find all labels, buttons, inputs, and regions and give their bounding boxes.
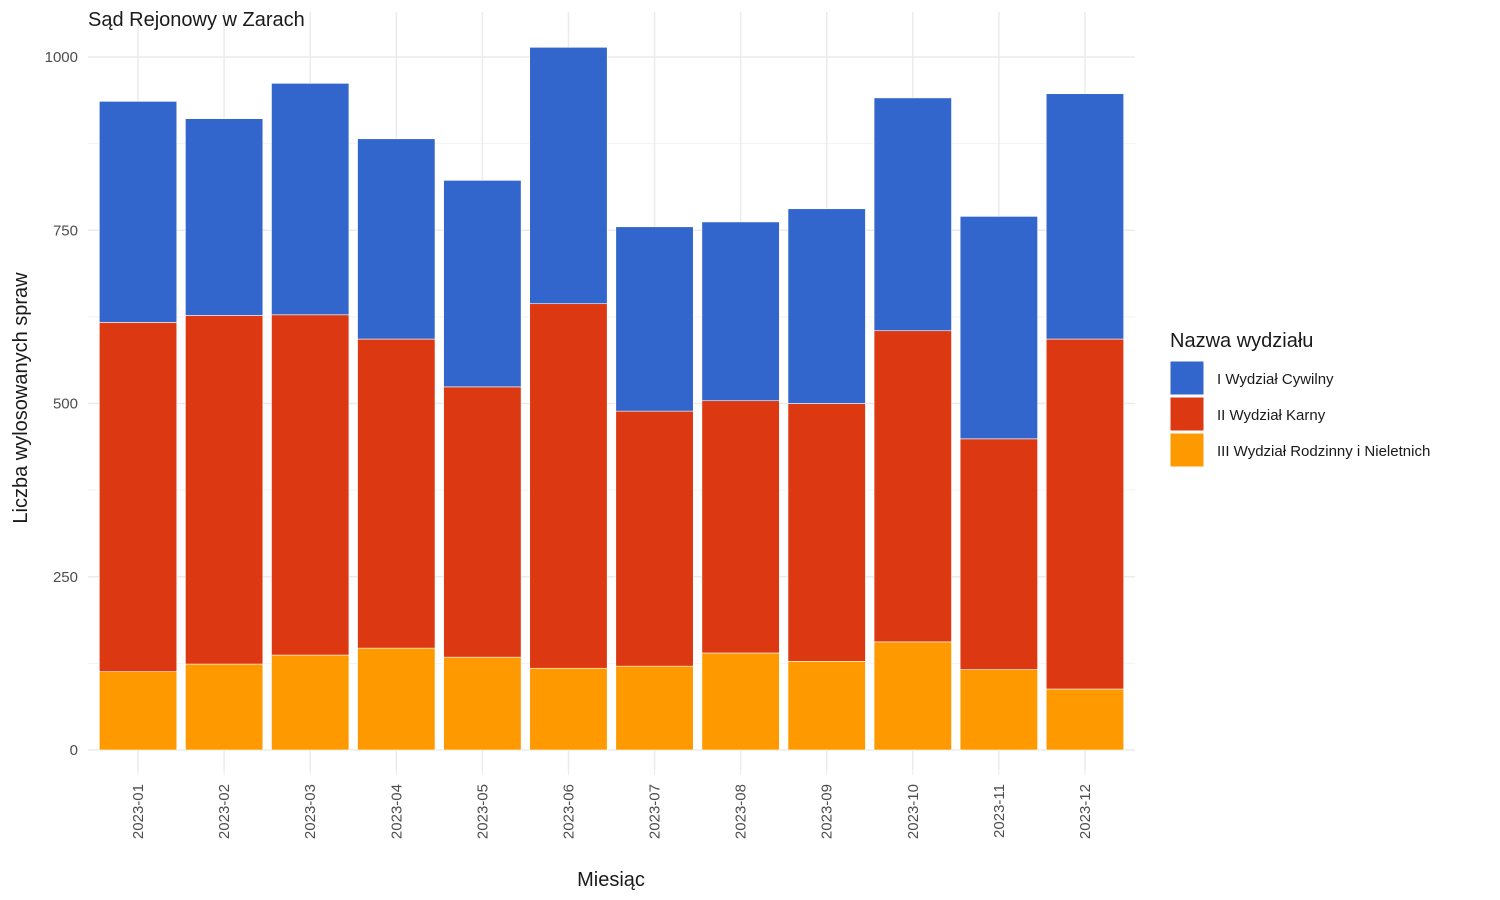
bar-segment (99, 322, 178, 672)
bar-segment (873, 330, 952, 643)
bar-segment (873, 97, 952, 332)
x-tick-label: 2023-07 (647, 784, 664, 839)
x-tick-label: 2023-09 (819, 784, 836, 839)
bar-segment (1045, 688, 1124, 751)
bar-segment (271, 314, 350, 656)
y-axis-title: Liczba wylosowanych spraw (10, 272, 32, 524)
bar-segment (1045, 93, 1124, 340)
bar-segment (529, 46, 608, 305)
bar-segment (701, 400, 780, 654)
bar-segment (1045, 338, 1124, 690)
x-tick-label: 2023-08 (733, 784, 750, 839)
bar-segment (443, 656, 522, 751)
bar-segment (787, 660, 866, 751)
chart-title: Sąd Rejonowy w Zarach (88, 9, 305, 31)
bar-segment (787, 208, 866, 404)
legend-title: Nazwa wydziału (1170, 330, 1313, 352)
x-tick-label: 2023-10 (905, 784, 922, 839)
bar-segment (271, 654, 350, 751)
bar-segment (701, 221, 780, 402)
legend-label: I Wydział Cywilny (1217, 371, 1334, 388)
x-tick-label: 2023-03 (302, 784, 319, 839)
x-tick-label: 2023-02 (216, 784, 233, 839)
bar-segment (959, 438, 1038, 670)
bar-segment (615, 410, 694, 667)
legend: Nazwa wydziału I Wydział Cywilny II Wydzi… (1169, 330, 1430, 468)
bar-segment (357, 647, 436, 751)
y-tick-label: 0 (70, 742, 78, 759)
legend-swatch (1169, 360, 1205, 396)
bar-segment (615, 665, 694, 751)
bar-segment (443, 386, 522, 658)
legend-label: II Wydział Karny (1217, 407, 1326, 424)
bar-segment (271, 83, 350, 316)
bar-segment (185, 118, 264, 316)
bar-segment (873, 641, 952, 751)
legend-label: III Wydział Rodzinny i Nieletnich (1217, 443, 1430, 460)
bar-segment (701, 652, 780, 751)
x-tick-label: 2023-12 (1077, 784, 1094, 839)
bar-segment (99, 101, 178, 323)
x-tick-label: 2023-01 (130, 784, 147, 839)
x-tick-label: 2023-06 (560, 784, 577, 839)
x-tick-label: 2023-11 (991, 784, 1008, 838)
y-axis-ticks: 0 250 500 750 1000 (45, 49, 78, 759)
legend-swatch (1169, 396, 1205, 432)
y-tick-label: 500 (53, 396, 78, 413)
bar-segment (185, 315, 264, 665)
y-tick-label: 750 (53, 222, 78, 239)
bar-segment (787, 403, 866, 662)
bar-segment (99, 671, 178, 751)
bar-segment (443, 180, 522, 388)
legend-swatch (1169, 432, 1205, 468)
bars (99, 46, 1124, 751)
bar-segment (357, 138, 436, 340)
x-axis-title: Miesiąc (577, 869, 645, 891)
x-axis-ticks: 2023-01 2023-02 2023-03 2023-04 2023-05 2023-… (130, 770, 1094, 839)
bar-segment (185, 663, 264, 751)
bar-segment (357, 338, 436, 649)
y-tick-label: 1000 (45, 49, 78, 66)
x-tick-label: 2023-05 (474, 784, 491, 839)
x-tick-label: 2023-04 (388, 784, 405, 839)
bar-segment (529, 667, 608, 751)
bar-segment (959, 669, 1038, 751)
bar-segment (959, 216, 1038, 440)
y-tick-label: 250 (53, 569, 78, 586)
bar-segment (615, 226, 694, 412)
bar-segment (529, 303, 608, 669)
